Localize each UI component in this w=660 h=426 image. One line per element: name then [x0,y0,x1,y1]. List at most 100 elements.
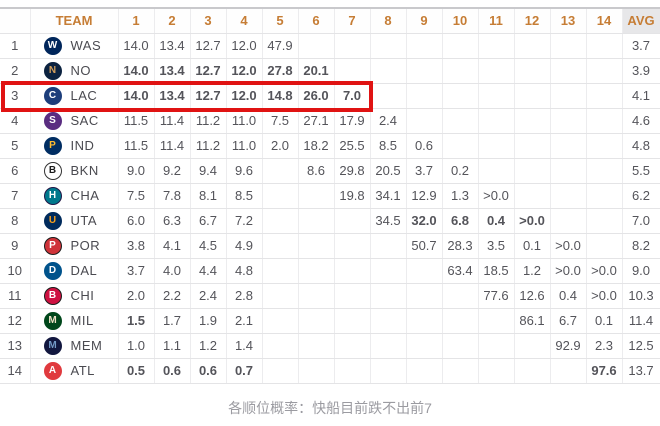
rank-cell: 3 [0,83,31,109]
team-cell-dal[interactable]: D DAL [30,258,119,284]
por-logo: P [43,237,62,255]
team-cell-atl[interactable]: A ATL [30,358,119,384]
pick-cell: 9.0 [118,158,155,184]
pick-cell: 6.7 [190,208,227,234]
cha-logo: H [43,187,62,205]
team-abbr: BKN [70,163,99,178]
avg-cell: 3.7 [622,33,660,59]
team-column-header: TEAM [30,7,119,34]
rank-cell: 1 [0,33,31,59]
rank-cell: 9 [0,233,31,259]
team-cell-cha[interactable]: H CHA [30,183,119,209]
pick-cell: 3.5 [478,233,515,259]
pick-cell [514,83,551,109]
pick-cell: 14.0 [118,33,155,59]
pick-cell: 1.5 [118,308,155,334]
team-cell-chi[interactable]: B CHI [30,283,119,309]
team-cell-ind[interactable]: P IND [30,133,119,159]
pick-cell: 3.8 [118,233,155,259]
avg-cell: 9.0 [622,258,660,284]
pick-cell [334,358,371,384]
pick-cell: >0.0 [586,283,623,309]
table-row-cha: 7 H CHA 7.5 7.8 8.1 8.5 19.8 34.1 12.9 1.3 >0.0 6.2 [0,183,660,209]
pick-cell: 34.5 [370,208,407,234]
table-row-por: 9 P POR 3.8 4.1 4.5 4.9 50.7 28.3 3.5 0.1 >0.0 8.2 [0,233,660,259]
team-cell-lac[interactable]: C LAC [30,83,119,109]
team-abbr: MIL [70,313,94,328]
pick-cell [370,233,407,259]
team-cell-bkn[interactable]: B BKN [30,158,119,184]
pick-cell [262,333,299,359]
pick-cell [550,158,587,184]
rank-cell: 14 [0,358,31,384]
pick-cell [514,183,551,209]
pick-cell [334,233,371,259]
avg-cell: 11.4 [622,308,660,334]
pick-cell [406,108,443,134]
pick-cell [478,308,515,334]
team-cell-por[interactable]: P POR [30,233,119,259]
pick-cell [550,208,587,234]
team-cell-sac[interactable]: S SAC [30,108,119,134]
pick-cell [334,308,371,334]
pick-cell: 34.1 [370,183,407,209]
pick-cell: 0.4 [550,283,587,309]
pick-cell: 27.1 [298,108,335,134]
team-abbr: LAC [70,88,98,103]
pick-cell [298,283,335,309]
team-cell-no[interactable]: N NO [30,58,119,84]
pick-cell: 9.6 [226,158,263,184]
pick-cell: 2.4 [370,108,407,134]
pick-cell: 0.1 [514,233,551,259]
pick-cell [550,58,587,84]
pick-column-header-14: 14 [586,7,623,34]
pick-cell [262,233,299,259]
team-abbr: MEM [70,338,103,353]
pick-column-header-7: 7 [334,7,371,34]
pick-cell: 47.9 [262,33,299,59]
team-abbr: NO [70,63,91,78]
team-cell-uta[interactable]: U UTA [30,208,119,234]
pick-cell [442,308,479,334]
pick-cell: 0.2 [442,158,479,184]
pick-cell [442,108,479,134]
pick-cell [586,208,623,234]
team-abbr: IND [70,138,95,153]
pick-cell: 8.5 [370,133,407,159]
avg-cell: 10.3 [622,283,660,309]
pick-cell: 92.9 [550,333,587,359]
team-cell-was[interactable]: W WAS [30,33,119,59]
pick-cell: 20.5 [370,158,407,184]
pick-cell: 8.5 [226,183,263,209]
team-cell-mil[interactable]: M MIL [30,308,119,334]
avg-column-header: AVG [622,7,660,34]
pick-cell [370,83,407,109]
atl-logo: A [43,362,62,380]
pick-cell: 7.8 [154,183,191,209]
pick-column-header-12: 12 [514,7,551,34]
rank-cell: 5 [0,133,31,159]
avg-cell: 5.5 [622,158,660,184]
pick-cell: 17.9 [334,108,371,134]
pick-cell [442,283,479,309]
avg-cell: 4.6 [622,108,660,134]
pick-cell: 26.0 [298,83,335,109]
pick-cell: >0.0 [514,208,551,234]
pick-cell [550,83,587,109]
lac-logo: C [43,87,62,105]
pick-cell [334,208,371,234]
table-row-dal: 10 D DAL 3.7 4.0 4.4 4.8 63.4 18.5 1.2 >0.0 >0.0 9.0 [0,258,660,284]
pick-cell [298,33,335,59]
pick-cell [334,33,371,59]
pick-column-header-5: 5 [262,7,299,34]
team-cell-mem[interactable]: M MEM [30,333,119,359]
team-abbr: SAC [70,113,99,128]
pick-cell [478,83,515,109]
pick-cell: 1.7 [154,308,191,334]
pick-cell: 0.6 [190,358,227,384]
pick-cell: 2.8 [226,283,263,309]
pick-cell: 11.2 [190,133,227,159]
pick-cell: 12.7 [190,33,227,59]
table-caption: 各顺位概率：快船目前跌不出前7 [228,400,432,416]
rank-cell: 12 [0,308,31,334]
